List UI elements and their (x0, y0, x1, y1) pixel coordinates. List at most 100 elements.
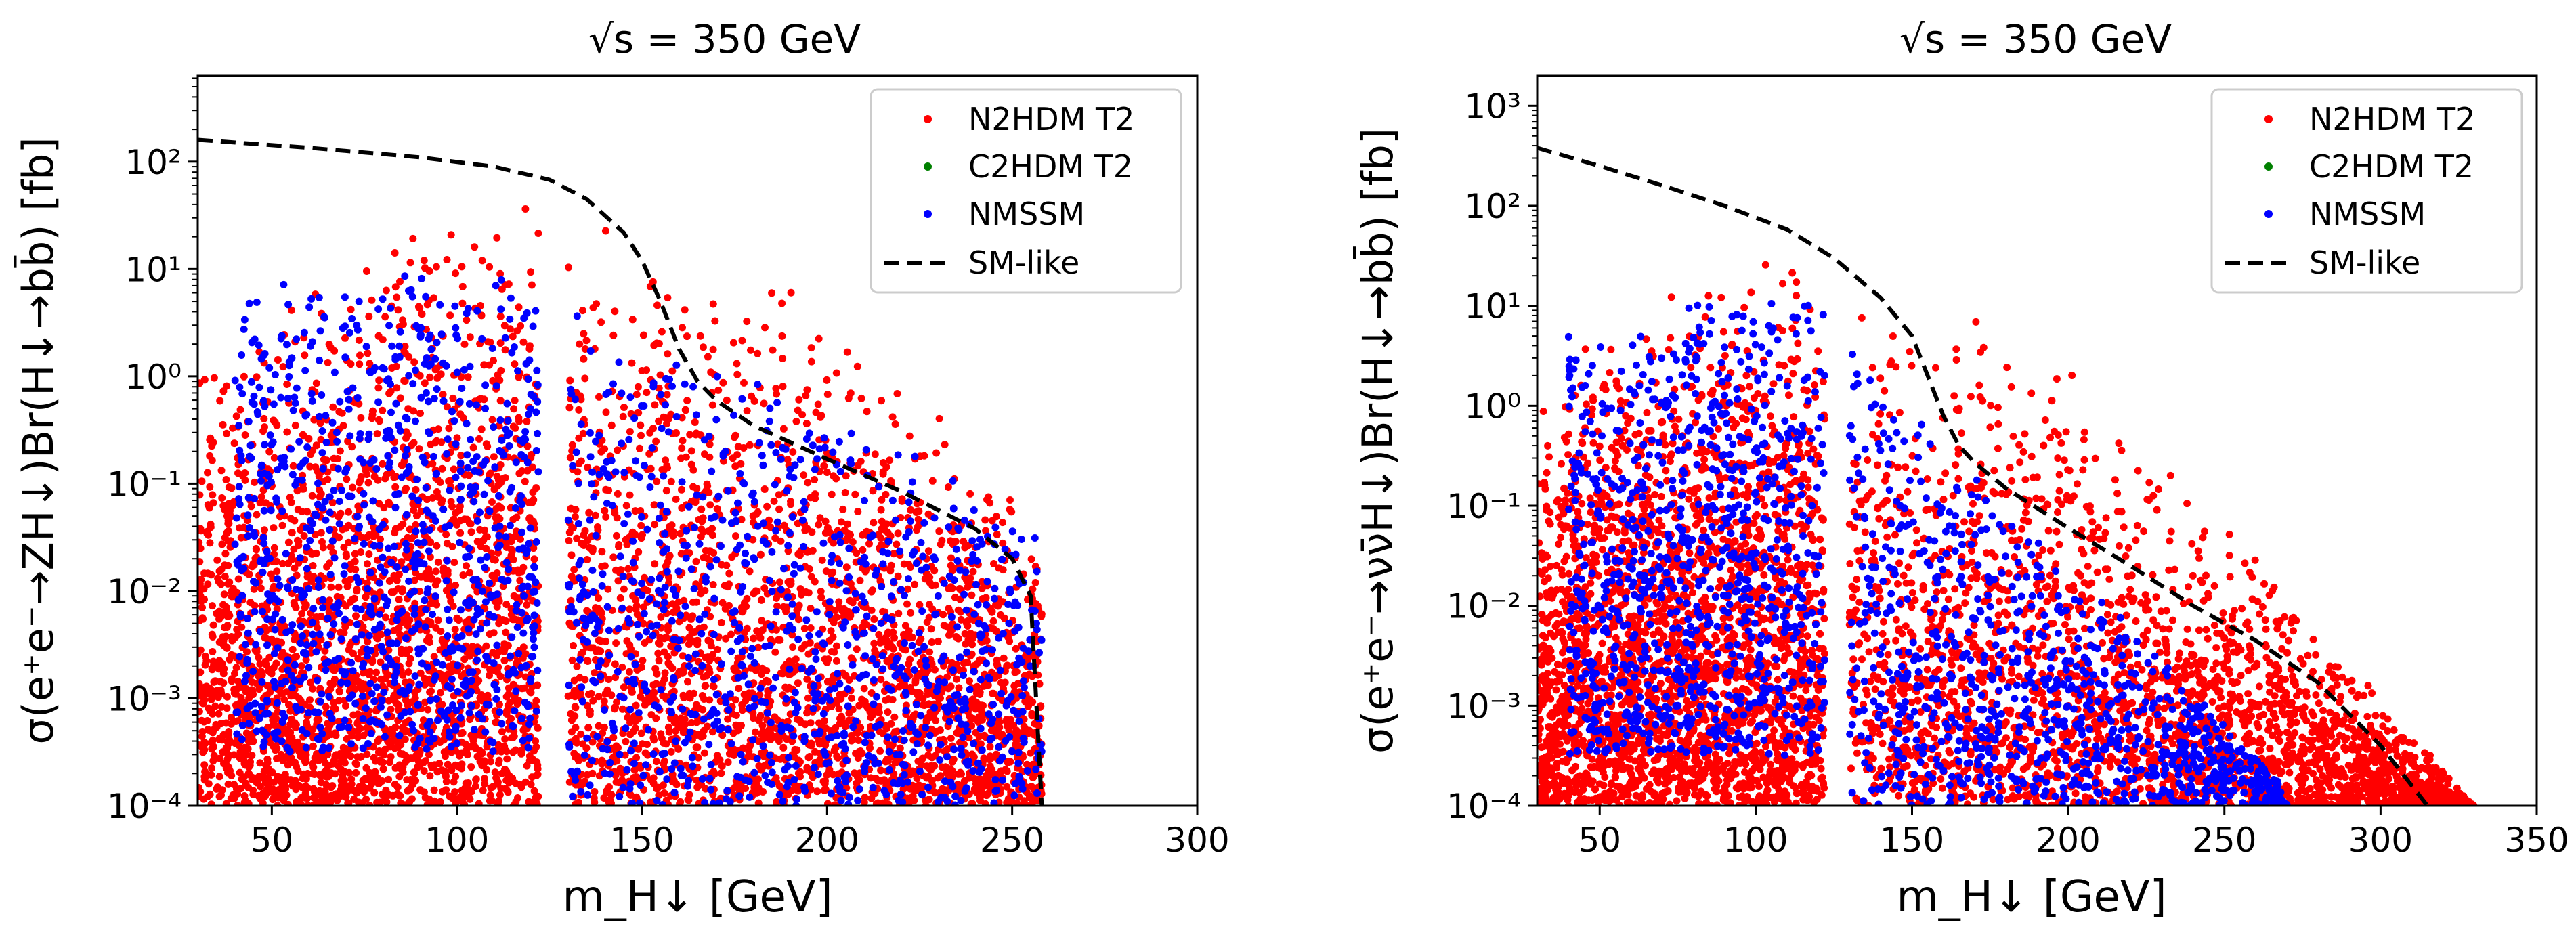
scatter-point (223, 622, 232, 630)
scatter-point (442, 786, 450, 794)
scatter-point (270, 454, 278, 462)
scatter-point (687, 719, 695, 726)
scatter-point (706, 696, 714, 704)
scatter-point (291, 777, 299, 785)
scatter-point (217, 466, 226, 475)
scatter-point (529, 488, 537, 496)
scatter-point (424, 706, 432, 714)
scatter-point (427, 761, 435, 769)
scatter-point (210, 374, 218, 382)
scatter-point (723, 396, 731, 404)
scatter-point (511, 397, 519, 404)
scatter-point (854, 508, 862, 515)
scatter-point (519, 643, 528, 651)
scatter-point (652, 437, 660, 446)
scatter-point (488, 498, 496, 506)
scatter-point (387, 588, 395, 596)
scatter-point (401, 735, 409, 743)
scatter-point (352, 612, 360, 620)
scatter-point (701, 682, 709, 690)
scatter-point (324, 475, 332, 483)
scatter-point (406, 259, 414, 267)
scatter-point (713, 645, 721, 653)
scatter-point (834, 754, 842, 762)
scatter-point (935, 414, 943, 422)
scatter-point (293, 487, 301, 495)
scatter-point (763, 667, 771, 674)
scatter-point (324, 359, 332, 366)
scatter-point (879, 470, 887, 478)
scatter-point (308, 550, 316, 558)
scatter-point (319, 544, 327, 552)
scatter-point (410, 768, 418, 777)
scatter-point (312, 379, 320, 387)
scatter-point (609, 331, 618, 339)
scatter-point (353, 587, 361, 595)
scatter-point (374, 332, 383, 340)
scatter-point (411, 689, 419, 697)
scatter-point (571, 712, 579, 720)
scatter-point (662, 487, 670, 495)
scatter-point (682, 406, 690, 414)
scatter-point (832, 475, 840, 483)
scatter-point (798, 411, 807, 419)
scatter-point (356, 351, 364, 360)
scatter-point (279, 363, 287, 371)
scatter-point (294, 506, 302, 514)
scatter-point (218, 494, 226, 502)
scatter-point (229, 424, 236, 432)
scatter-point (270, 778, 278, 786)
scatter-point (458, 764, 466, 773)
scatter-point (322, 781, 330, 789)
scatter-point (685, 634, 693, 642)
scatter-point (392, 362, 400, 370)
scatter-point (940, 622, 948, 630)
scatter-point (289, 462, 297, 470)
scatter-point (779, 383, 787, 391)
scatter-point (219, 748, 227, 756)
scatter-point (701, 586, 709, 594)
scatter-point (415, 445, 423, 453)
scatter-point (357, 414, 365, 422)
scatter-point (757, 596, 765, 604)
scatter-point (332, 751, 340, 759)
scatter-point (204, 469, 211, 477)
scatter-point (591, 788, 599, 796)
scatter-point (265, 766, 273, 775)
scatter-point (213, 609, 221, 617)
scatter-point (284, 731, 292, 739)
scatter-point (316, 771, 323, 779)
scatter-point (261, 423, 268, 431)
scatter-point (525, 342, 534, 350)
scatter-point (631, 531, 639, 539)
scatter-point (255, 653, 263, 661)
scatter-point (953, 729, 961, 737)
scatter-point (792, 417, 800, 425)
scatter-point (253, 373, 261, 381)
scatter-point (754, 775, 762, 783)
scatter-point (783, 456, 792, 464)
scatter-point (1000, 654, 1008, 662)
scatter-point (420, 257, 428, 265)
scatter-point (601, 562, 609, 570)
scatter-point (813, 787, 821, 796)
scatter-point (393, 293, 401, 301)
scatter-point (484, 691, 492, 699)
scatter-point (1010, 682, 1018, 690)
scatter-point (705, 488, 713, 496)
scatter-point (274, 794, 282, 802)
scatter-point (637, 421, 645, 429)
scatter-point (516, 576, 524, 584)
scatter-point (269, 788, 277, 796)
scatter-point (283, 428, 291, 436)
scatter-point (395, 595, 403, 603)
scatter-point (398, 461, 406, 469)
scatter-point (717, 769, 725, 777)
scatter-point (514, 566, 521, 574)
scatter-point (776, 578, 783, 586)
scatter-point (375, 376, 383, 385)
scatter-point (496, 269, 505, 278)
scatter-point (1003, 662, 1011, 670)
scatter-point (321, 647, 329, 655)
scatter-point (399, 316, 407, 324)
